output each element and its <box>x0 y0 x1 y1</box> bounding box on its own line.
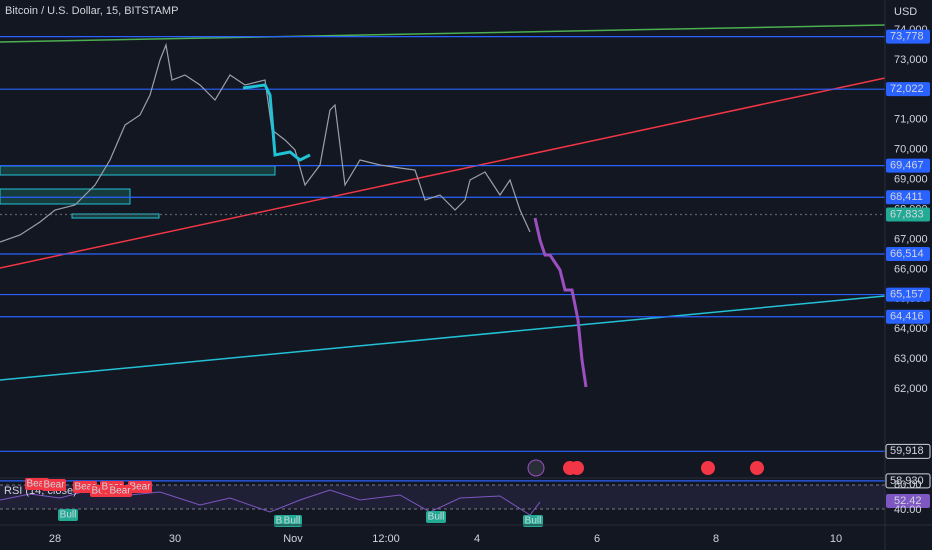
bull-label: Bull <box>525 516 542 527</box>
zone <box>0 165 276 176</box>
price-level-label: 67,833 <box>890 208 924 220</box>
price-tick-label: 70,000 <box>894 144 928 156</box>
bull-signal <box>523 515 543 527</box>
rsi-upper-label: 80.00 <box>894 479 922 491</box>
price-level-label: 72,022 <box>890 83 924 95</box>
projection-path <box>533 217 588 388</box>
price-level-label: 65,157 <box>890 288 924 300</box>
time-tick-label: Nov <box>283 533 303 545</box>
time-tick-label: 8 <box>713 533 719 545</box>
event-icon[interactable] <box>527 459 545 477</box>
rsi-current-label: 52.42 <box>894 495 922 507</box>
price-level-label: 66,514 <box>890 248 924 260</box>
price-tick-label: 62,000 <box>894 383 928 395</box>
trend-line <box>0 24 886 43</box>
price-level-badge <box>886 246 930 261</box>
price-level-badge <box>886 158 930 173</box>
event-icon[interactable] <box>750 461 764 475</box>
rsi-lower-label: 40.00 <box>894 504 922 516</box>
zone <box>0 188 131 205</box>
price-level-label: 69,467 <box>890 160 924 172</box>
price-level-badge <box>886 82 930 97</box>
bear-signal <box>128 481 152 493</box>
price-level-label: 68,411 <box>890 191 923 203</box>
price-level-badge <box>886 29 930 44</box>
bear-signal <box>42 479 66 491</box>
price-tick-label: 67,000 <box>894 233 928 245</box>
bear-label: Bear <box>26 479 48 490</box>
price-tick-label: 63,000 <box>894 353 928 365</box>
bull-label: Bull <box>428 512 445 523</box>
bear-signal <box>108 485 132 497</box>
trend-line <box>0 77 886 269</box>
price-level-badge <box>886 190 930 205</box>
currency[interactable]: USD <box>894 6 917 18</box>
time-tick-label: 12:00 <box>372 533 400 545</box>
price-tick-label: 71,000 <box>894 114 928 126</box>
price-tick-label: 66,000 <box>894 263 928 275</box>
bull-signal <box>426 511 446 523</box>
price-level-label: 59,918 <box>890 445 924 457</box>
price-tick-label: 64,000 <box>894 323 928 335</box>
highlight-path <box>242 83 311 162</box>
bull-signal <box>58 509 78 521</box>
price-level-badge <box>886 207 930 222</box>
bull-signal <box>282 515 302 527</box>
bear-label: Bear <box>129 482 151 493</box>
price-level-badge <box>885 473 931 489</box>
price-level-badge <box>885 443 931 459</box>
header-title: Bitcoin / U.S. Dollar, 15, BITSTAMP <box>5 5 178 17</box>
price-level-badge <box>886 309 930 324</box>
price-tick-label: 73,000 <box>894 54 928 66</box>
time-tick-label: 10 <box>830 533 842 545</box>
time-tick-label: 30 <box>169 533 181 545</box>
event-icon[interactable] <box>570 461 584 475</box>
event-icon[interactable] <box>701 461 715 475</box>
price-level-label: 58,930 <box>890 475 924 487</box>
bull-label: Bull <box>284 516 301 527</box>
price-path <box>0 42 531 243</box>
price-level-label: 73,778 <box>890 31 924 43</box>
time-tick-label: 6 <box>594 533 600 545</box>
bear-label: Bear <box>43 480 65 491</box>
trend-line <box>0 295 886 381</box>
time-tick-label: 28 <box>49 533 61 545</box>
price-level-badge <box>886 287 930 302</box>
bear-label: Bear <box>74 482 96 493</box>
time-tick-label: 4 <box>474 533 480 545</box>
price-tick-label: 69,000 <box>894 174 928 186</box>
rsi-current-badge <box>886 494 930 508</box>
price-level-label: 64,416 <box>890 311 924 323</box>
bear-label: Bear <box>109 486 131 497</box>
bull-label: Bull <box>60 510 77 521</box>
